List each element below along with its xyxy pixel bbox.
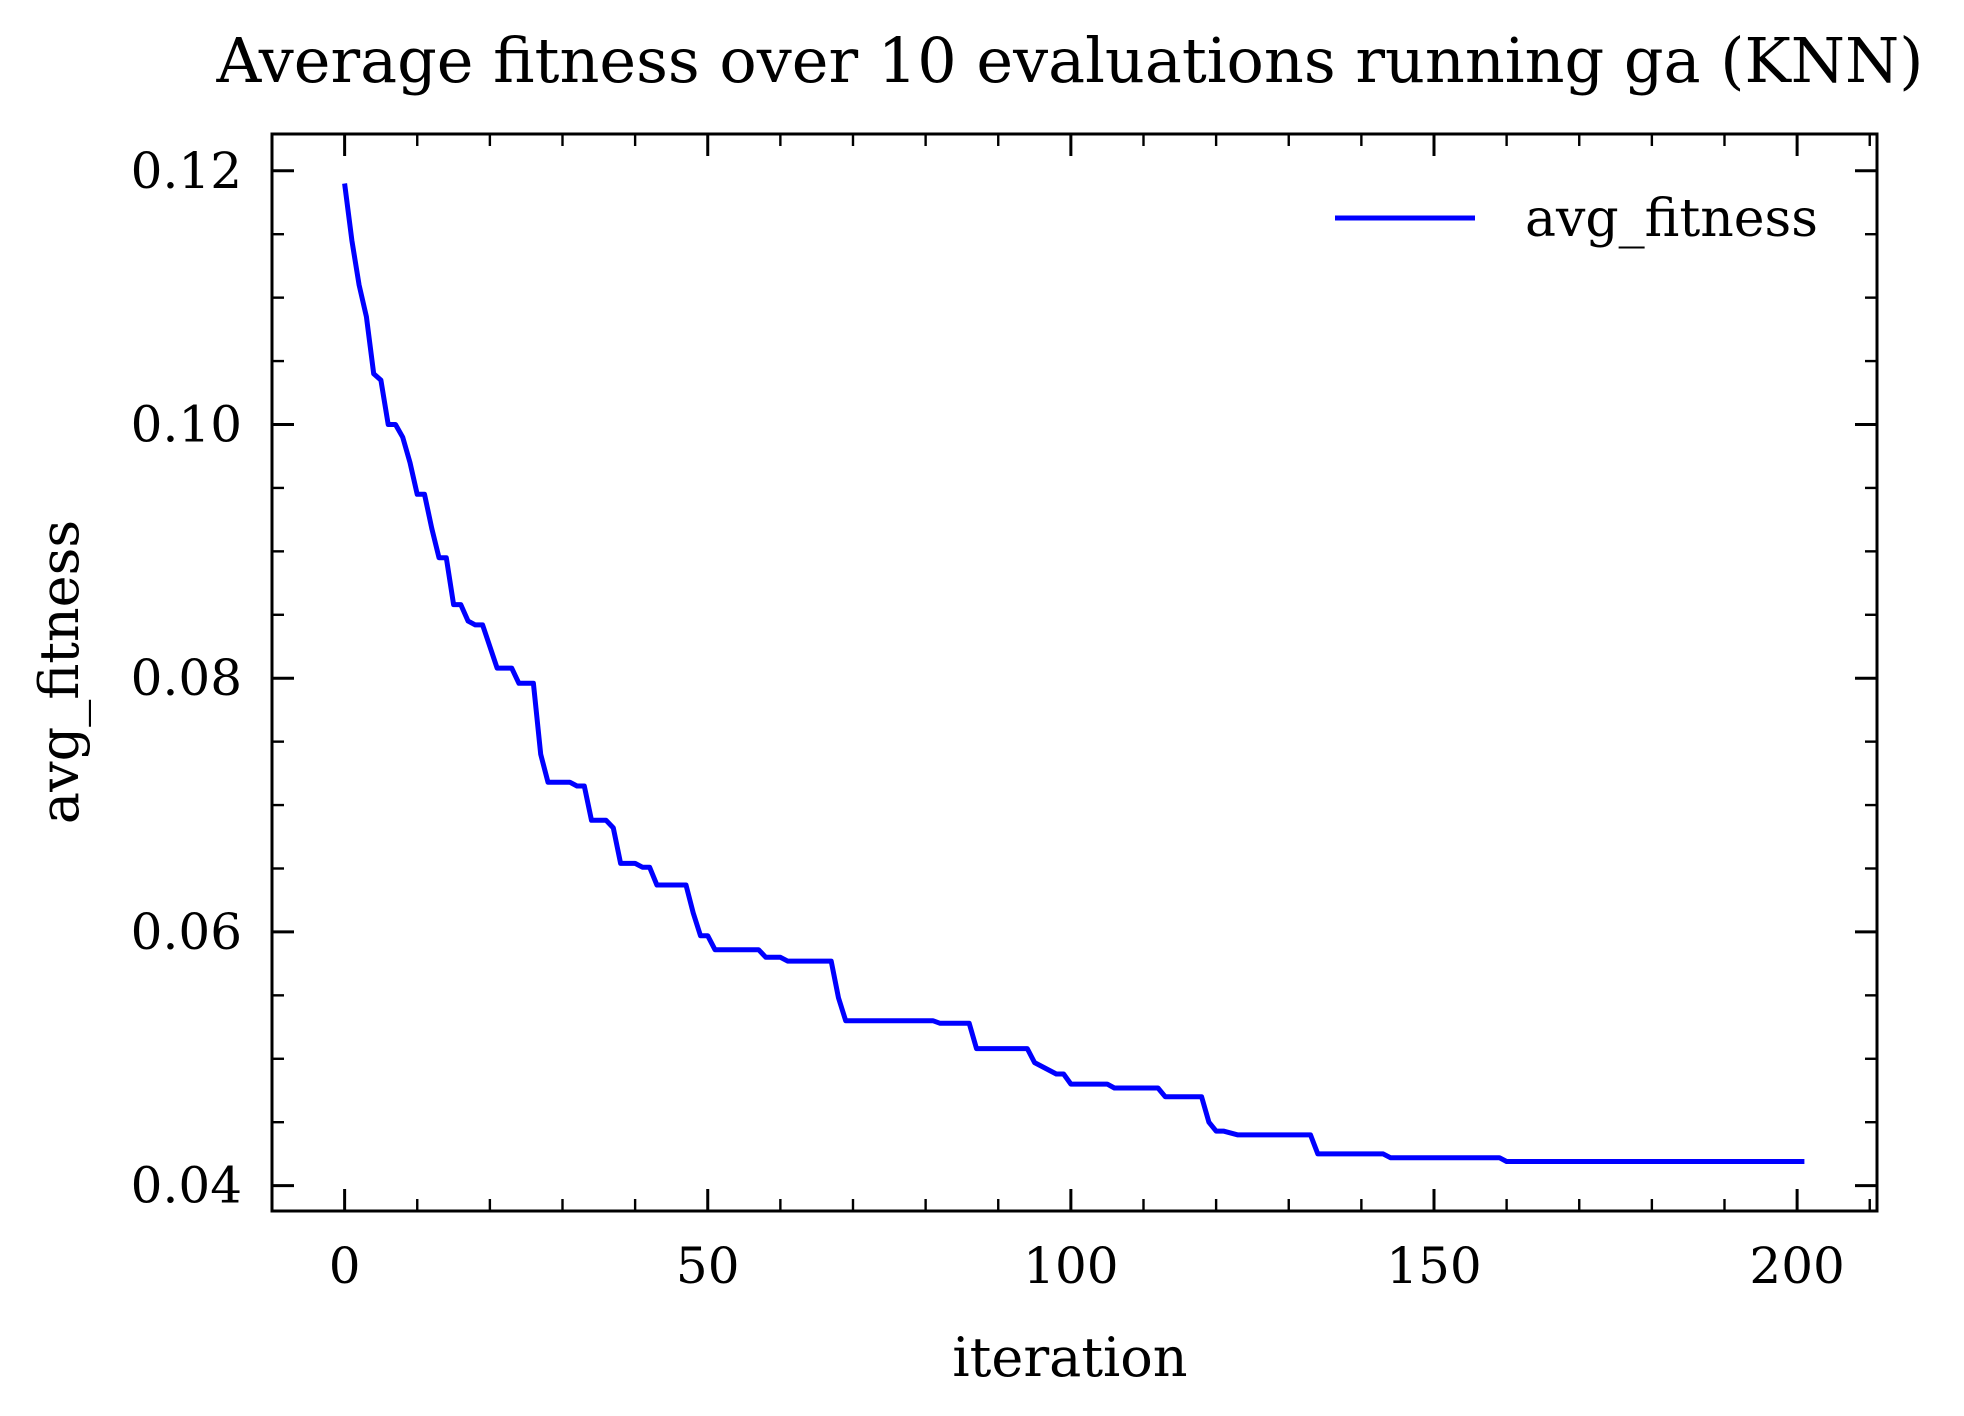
x-axis-label: iteration: [952, 1326, 1187, 1389]
x-tick-label: 150: [1386, 1237, 1481, 1295]
y-tick-label: 0.06: [131, 903, 242, 961]
plot-frame: [270, 132, 1879, 1213]
y-axis-label: avg_fitness: [28, 520, 91, 824]
x-tick-label: 100: [1023, 1237, 1118, 1295]
x-tick-label: 200: [1749, 1237, 1844, 1295]
y-tick-label: 0.04: [131, 1157, 242, 1215]
legend: avg_fitness: [1335, 189, 1818, 249]
x-tick-label: 50: [676, 1237, 740, 1295]
y-tick-label: 0.10: [131, 395, 242, 453]
axis-ticks: [270, 134, 1877, 1211]
legend-label-avg-fitness: avg_fitness: [1525, 189, 1818, 249]
x-tick-label: 0: [329, 1237, 361, 1295]
series-line-avg-fitness: [342, 183, 1805, 1164]
y-tick-label: 0.12: [131, 142, 242, 200]
y-tick-label: 0.08: [131, 649, 242, 707]
tick-labels: 0 50 100 150 200 0.04 0.06 0.08 0.10 0.12: [131, 142, 1845, 1295]
chart-title: Average fitness over 10 evaluations runn…: [216, 24, 1924, 97]
